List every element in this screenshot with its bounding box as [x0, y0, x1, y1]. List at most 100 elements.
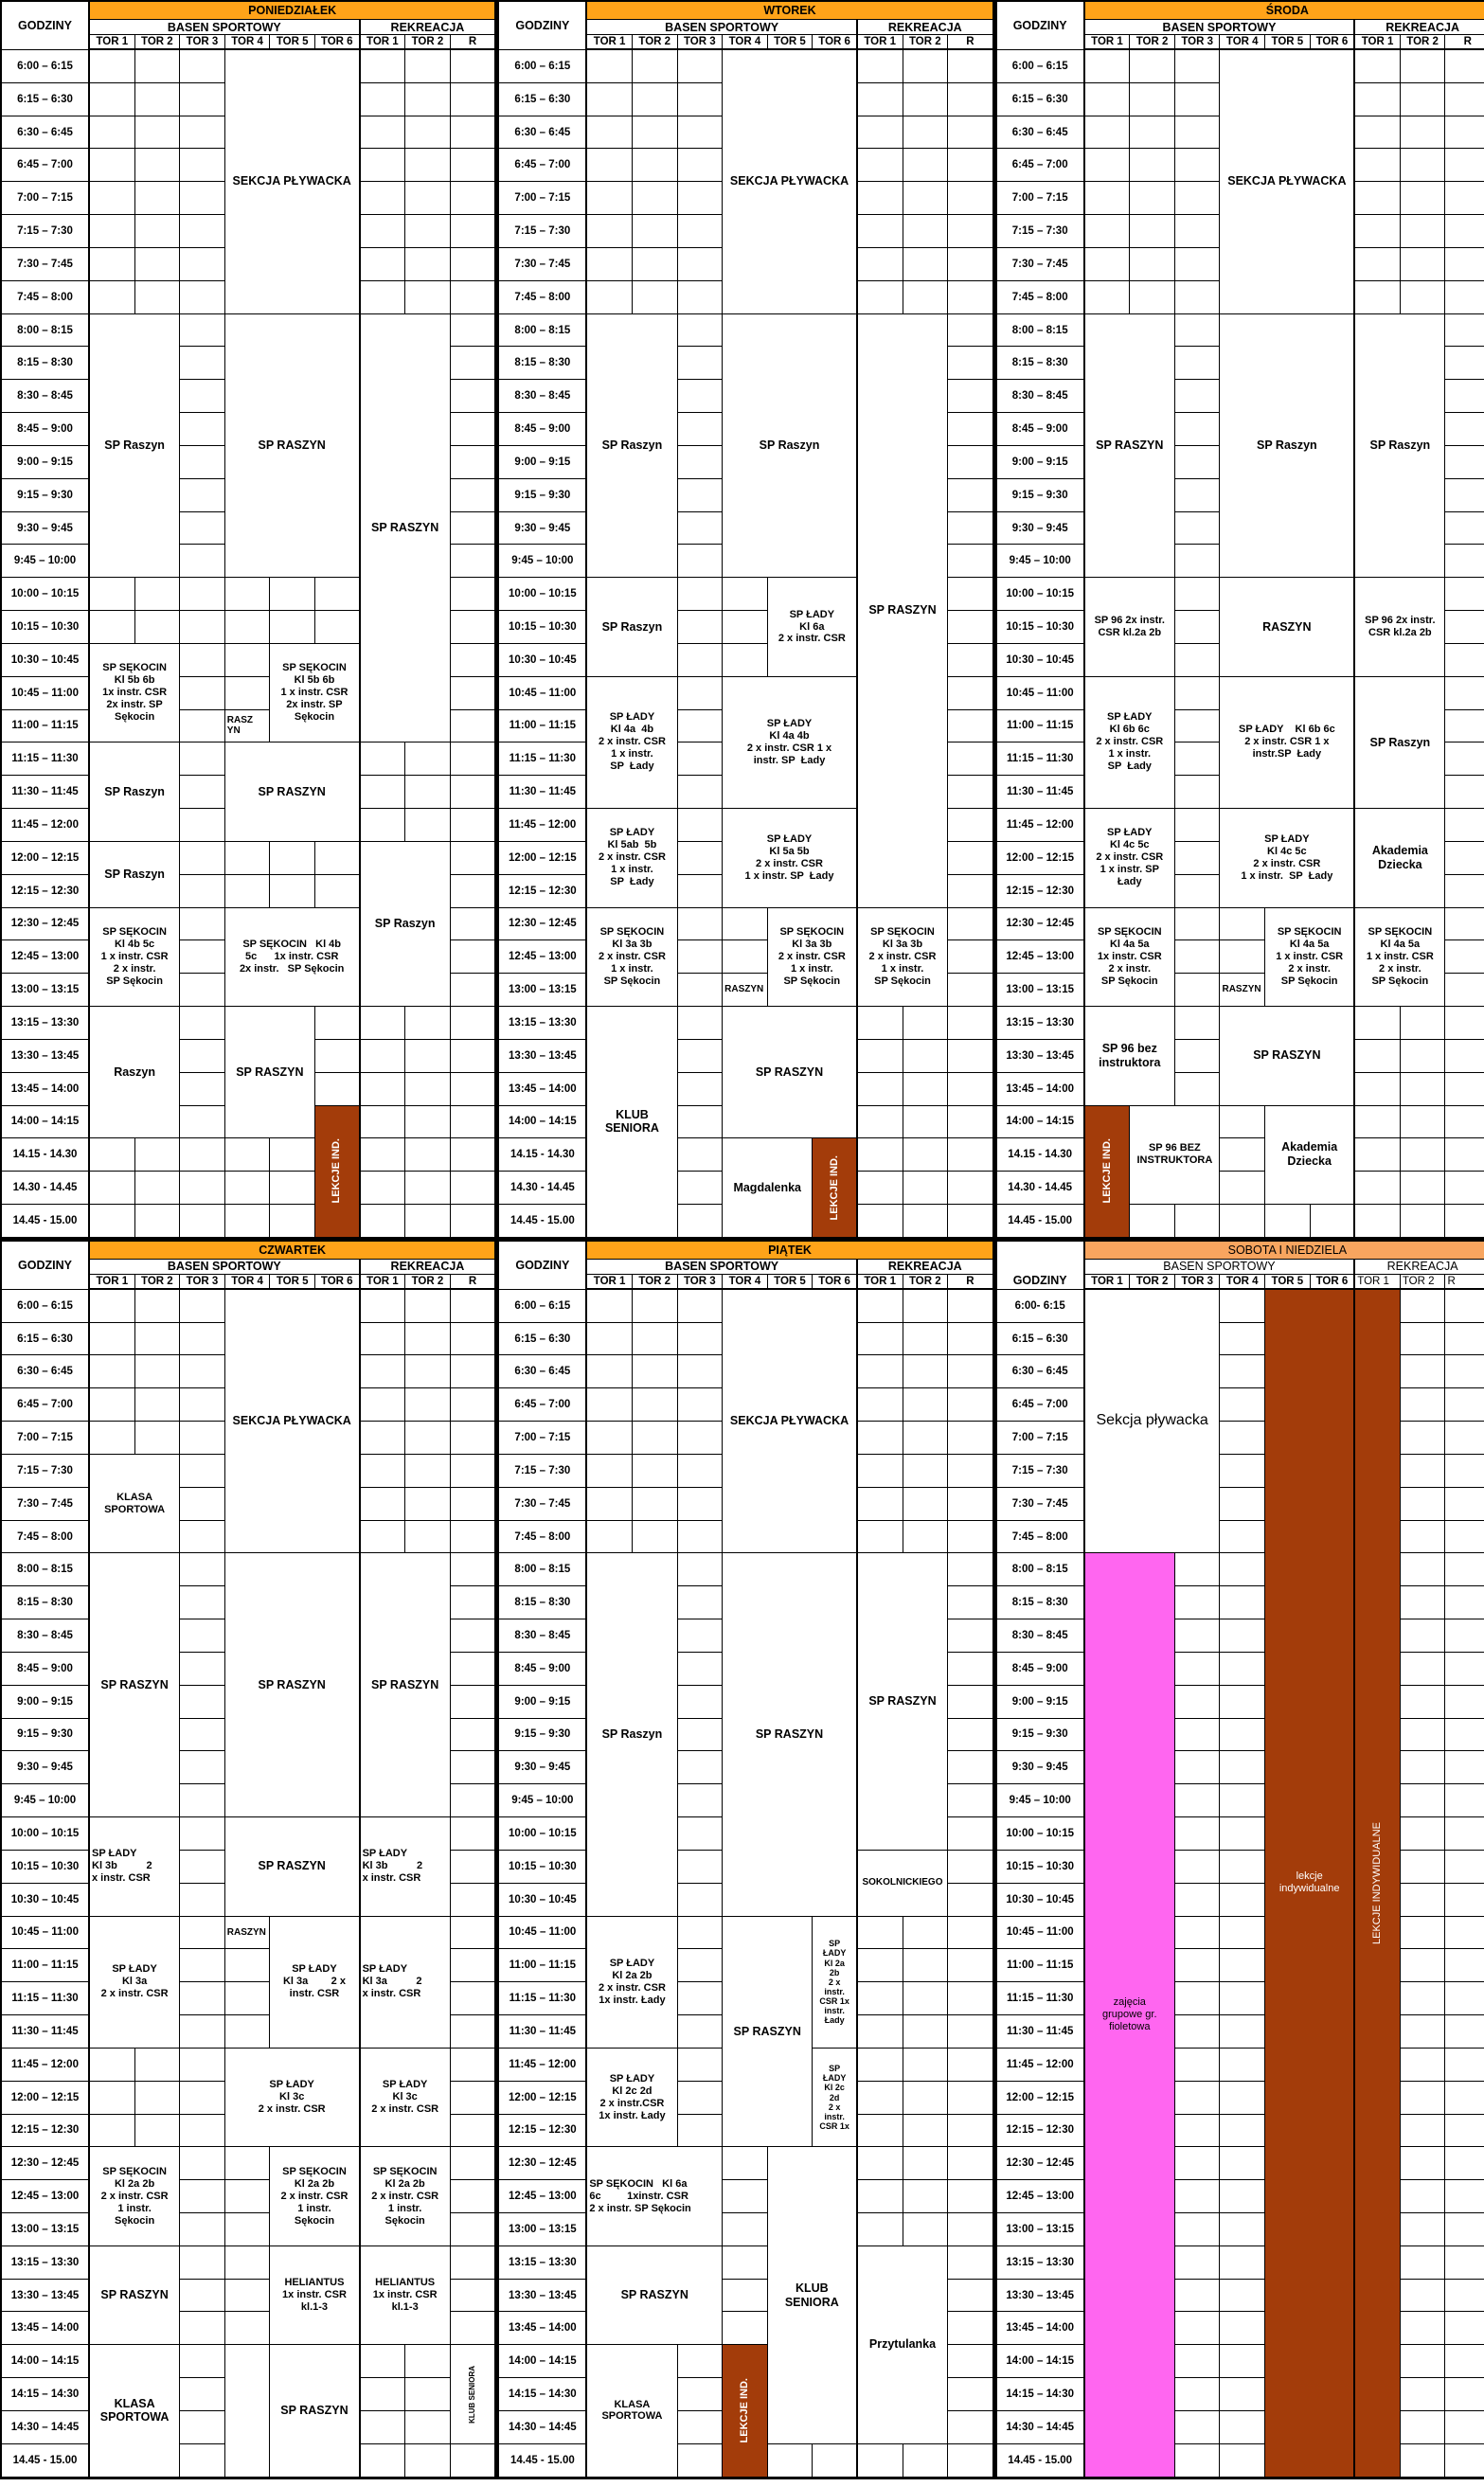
empty-cell [677, 247, 724, 281]
time-label: 6:00 – 6:15 [2, 50, 90, 83]
empty-cell [903, 1138, 949, 1172]
empty-cell [948, 1204, 993, 1238]
schedule-top-half: GODZINY PONIEDZIAŁEK BASEN SPORTOWY REKREAC… [0, 0, 1484, 1240]
empty-cell [90, 2081, 135, 2115]
time-label: 13:00 – 13:15 [2, 2213, 90, 2246]
empty-cell [450, 1487, 496, 1521]
schedule-event: SP Raszyn [587, 313, 678, 579]
time-label: 11:15 – 11:30 [996, 1982, 1085, 2016]
schedule-event: SP SĘKOCIN Kl 3a 3b 2 x instr. CSR 1 x i… [767, 907, 858, 1008]
empty-cell [1174, 1784, 1221, 1818]
empty-cell [1220, 2147, 1266, 2181]
empty-cell [180, 280, 225, 314]
empty-cell [857, 1072, 903, 1106]
schedule-event: LEKCJE IND. [1084, 1105, 1131, 1238]
empty-cell [1445, 611, 1484, 644]
empty-cell [450, 1355, 496, 1389]
time-label: 8:30 – 8:45 [996, 1619, 1085, 1653]
empty-cell [948, 611, 993, 644]
empty-cell [948, 1422, 993, 1455]
schedule-event: SP RASZYN [224, 313, 361, 579]
day-title: WTOREK [587, 2, 993, 20]
empty-cell [90, 2114, 135, 2148]
empty-cell [180, 743, 225, 777]
empty-cell [134, 215, 181, 248]
empty-cell [134, 50, 181, 83]
schedule-event: KLASA SPORTOWA [587, 2345, 678, 2478]
time-label: 7:00 – 7:15 [499, 182, 588, 216]
day-title: CZWARTEK [90, 1241, 496, 1260]
empty-cell [1174, 676, 1221, 710]
empty-cell [1445, 83, 1484, 116]
column-header-tor-2: TOR 2 [632, 35, 678, 50]
time-label: 7:45 – 8:00 [499, 280, 588, 314]
time-label: 7:15 – 7:30 [996, 1454, 1085, 1488]
time-label: 10:15 – 10:30 [499, 1850, 588, 1884]
time-label: 10:30 – 10:45 [499, 643, 588, 677]
empty-cell [1445, 2082, 1484, 2115]
empty-cell [1174, 1204, 1221, 1238]
time-label: 7:45 – 8:00 [2, 1520, 90, 1554]
time-label: 8:00 – 8:15 [499, 313, 588, 348]
empty-cell [90, 1355, 135, 1389]
empty-cell [134, 2081, 181, 2115]
empty-cell [857, 1422, 903, 1455]
time-label: 8:15 – 8:30 [2, 1586, 90, 1620]
empty-cell [180, 1652, 225, 1686]
empty-cell [948, 2378, 993, 2411]
empty-cell [677, 413, 724, 446]
empty-cell [1400, 2048, 1446, 2082]
empty-cell [360, 1138, 406, 1172]
time-label: 9:45 – 10:00 [2, 1784, 90, 1818]
empty-cell [632, 1520, 678, 1554]
empty-cell [948, 2245, 993, 2280]
empty-cell [180, 511, 225, 546]
empty-cell [405, 1172, 451, 1205]
schedule-event: SEKCJA PŁYWACKA [723, 1289, 858, 1554]
empty-cell [1355, 50, 1401, 83]
empty-cell [1174, 974, 1221, 1008]
schedule-event: SP ŁADY Kl 3b 2 x instr. CSR [90, 1817, 181, 1917]
empty-cell [1445, 974, 1484, 1008]
empty-cell [360, 1355, 406, 1389]
empty-cell [405, 215, 451, 248]
time-label: 7:30 – 7:45 [996, 247, 1085, 281]
empty-cell [677, 2410, 724, 2444]
empty-cell [677, 1322, 724, 1356]
column-header-tor-4: TOR 4 [723, 1274, 768, 1290]
empty-cell [677, 2081, 724, 2115]
empty-cell [903, 1072, 949, 1106]
godziny-header: GODZINY [2, 2, 90, 50]
time-label: 12:30 – 12:45 [499, 907, 588, 941]
empty-cell [1400, 2345, 1446, 2379]
empty-cell [1084, 149, 1131, 183]
empty-cell [314, 611, 361, 644]
column-header-tor-6: TOR 6 [813, 35, 858, 50]
empty-cell [677, 2114, 724, 2148]
empty-cell [857, 2015, 903, 2049]
time-label: 14:15 – 14:30 [499, 2378, 588, 2411]
empty-cell [224, 1204, 271, 1238]
schedule-event: Raszyn [90, 1007, 181, 1139]
time-label: 8:30 – 8:45 [2, 380, 90, 414]
empty-cell [903, 280, 949, 314]
time-label: 12:45 – 13:00 [996, 2180, 1085, 2213]
column-header-tor-2: TOR 2 [134, 1274, 181, 1290]
empty-cell [677, 2378, 724, 2411]
empty-cell [903, 1105, 949, 1139]
empty-cell [270, 1138, 315, 1172]
empty-cell [224, 578, 271, 612]
time-label: 11:30 – 11:45 [499, 2015, 588, 2049]
empty-cell [180, 1520, 225, 1554]
schedule-event: Przytulanka [857, 2245, 949, 2444]
empty-cell [903, 149, 949, 183]
empty-cell [948, 313, 993, 348]
empty-cell [180, 2147, 225, 2181]
empty-cell [1174, 874, 1221, 908]
schedule-event: SP 96 2x instr. CSR kl.2a 2b [1084, 578, 1175, 677]
empty-cell [1445, 1355, 1484, 1389]
empty-cell [903, 1454, 949, 1488]
empty-cell [360, 2443, 406, 2478]
empty-cell [314, 841, 361, 875]
time-label: 14:30 – 14:45 [499, 2410, 588, 2444]
